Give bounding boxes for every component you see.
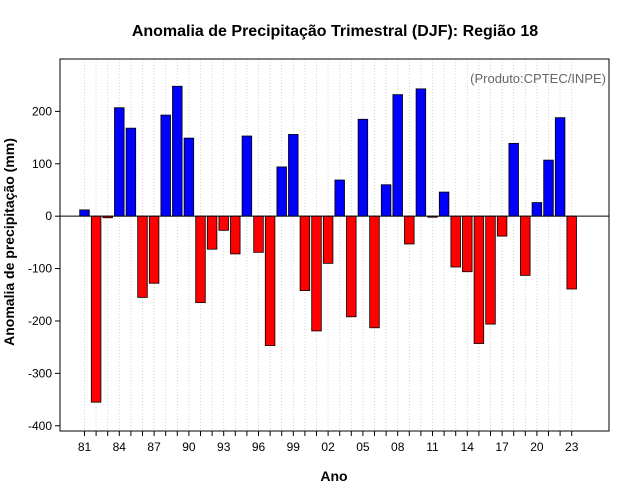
y-tick-label: -100: [28, 262, 52, 276]
bar-2018: [508, 142, 519, 217]
x-tick-label: 81: [78, 440, 92, 454]
bar-1997: [264, 215, 276, 346]
bar-1994: [230, 215, 241, 255]
bar-2020: [531, 202, 543, 217]
y-tick-label: 0: [45, 209, 52, 223]
bar-1989: [172, 85, 183, 217]
x-tick-label: 84: [113, 440, 127, 454]
bar-2014: [462, 215, 473, 273]
product-credit: (Produto:CPTEC/INPE): [470, 71, 606, 86]
bar-2008: [392, 94, 403, 217]
bar-2000: [299, 215, 311, 291]
bar-series: [79, 85, 577, 403]
bar-2017: [496, 215, 508, 237]
plot-frame: [59, 58, 610, 432]
y-axis: -400 -300 -200 -100 0 100 200: [28, 104, 60, 433]
bar-1981: [79, 209, 90, 217]
x-tick-label: 87: [147, 440, 161, 454]
bar-1990: [183, 137, 195, 217]
bar-2004: [346, 215, 357, 318]
bar-2019: [520, 215, 531, 276]
bar-1988: [160, 114, 171, 217]
x-axis: 81 84 87 90 93 96 99 02 05 08 11 14 17 20 23: [78, 431, 579, 454]
bar-2006: [369, 215, 380, 329]
x-tick-label: 20: [530, 440, 544, 454]
x-tick-label: 17: [495, 440, 509, 454]
bar-1998: [276, 166, 287, 217]
y-tick-label: 200: [32, 104, 52, 118]
bar-1987: [148, 215, 160, 284]
bar-2012: [438, 191, 450, 217]
y-axis-label: Anomalia de precipitação (mm): [1, 138, 17, 346]
bar-2009: [404, 215, 415, 245]
x-tick-label: 11: [426, 440, 439, 454]
y-tick-label: -200: [28, 314, 52, 328]
bar-1986: [137, 215, 148, 298]
x-tick-label: 93: [217, 440, 231, 454]
x-tick-label: 02: [321, 440, 335, 454]
bar-1992: [206, 215, 218, 250]
bar-2003: [334, 179, 345, 217]
bar-1995: [241, 135, 253, 217]
bar-2002: [322, 215, 334, 264]
y-tick-label: -400: [28, 419, 52, 433]
x-tick-label: 05: [356, 440, 370, 454]
y-tick-label: -300: [28, 366, 52, 380]
bar-1982: [90, 215, 102, 403]
x-tick-label: 90: [182, 440, 196, 454]
bar-2001: [311, 215, 322, 332]
bar-2023: [566, 215, 577, 290]
x-tick-label: 99: [287, 440, 301, 454]
bar-1984: [114, 107, 125, 217]
bar-1993: [218, 215, 229, 231]
bar-2016: [485, 215, 496, 325]
bar-2007: [380, 184, 392, 217]
bar-2022: [554, 117, 566, 217]
bar-2013: [450, 215, 461, 268]
x-tick-label: 96: [252, 440, 266, 454]
bar-2015: [473, 215, 485, 344]
bar-1999: [288, 134, 299, 217]
bar-1985: [125, 127, 137, 217]
y-tick-label: 100: [32, 157, 52, 171]
x-tick-label: 23: [565, 440, 579, 454]
bar-2010: [415, 88, 427, 217]
bar-1996: [253, 215, 264, 253]
x-tick-label: 08: [391, 440, 405, 454]
chart-title: Anomalia de Precipitação Trimestral (DJF…: [132, 23, 538, 40]
x-tick-label: 14: [461, 440, 475, 454]
bar-1991: [195, 215, 206, 304]
bar-2021: [543, 159, 554, 217]
bar-2005: [357, 118, 369, 217]
x-axis-label: Ano: [320, 468, 347, 484]
